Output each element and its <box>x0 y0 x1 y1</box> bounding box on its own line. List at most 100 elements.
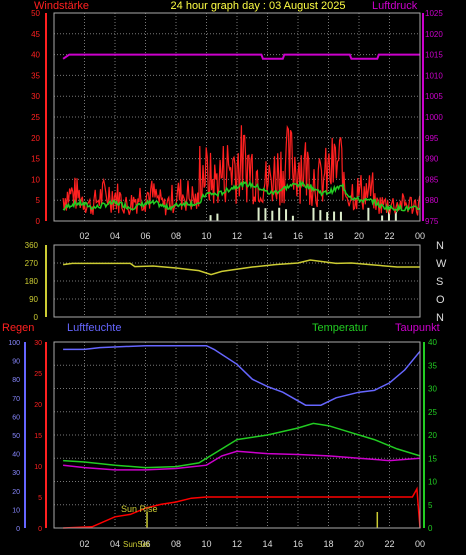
calm-wind-bar <box>333 211 336 221</box>
humidity-axis-tick: 30 <box>12 470 20 477</box>
wind-axis-tick: 0 <box>36 217 41 226</box>
pressure-axis-tick: 985 <box>425 175 439 184</box>
x-tick-label: 04 <box>110 539 120 549</box>
luftdruck-label: Luftdruck <box>372 0 418 12</box>
rain-axis-tick: 30 <box>34 340 42 347</box>
x-tick-label: 06 <box>140 539 150 549</box>
direction-panel-frame <box>53 244 421 318</box>
calm-wind-bar <box>367 207 370 221</box>
x-tick-label: 16 <box>293 539 303 549</box>
x-tick-label: 08 <box>171 231 181 241</box>
rain-axis-tick: 15 <box>34 433 42 440</box>
chart-title: 24 hour graph day : 03 August 2025 <box>171 0 346 12</box>
x-tick-label: 18 <box>323 231 333 241</box>
compass-label: O <box>436 294 445 306</box>
temperatur-label: Temperatur <box>312 322 368 334</box>
x-tick-label: 18 <box>323 539 333 549</box>
calm-wind-bar <box>209 215 212 221</box>
calm-wind-bar <box>271 210 274 221</box>
x-tick-label: 04 <box>110 231 120 241</box>
temperature-line <box>63 422 421 469</box>
sunset-label: SunSet <box>123 540 150 549</box>
calm-wind-bar <box>339 211 342 221</box>
x-tick-label: 12 <box>232 539 242 549</box>
calm-wind-bar <box>278 207 281 221</box>
pressure-axis-tick: 995 <box>425 134 439 143</box>
direction-axis-tick: 270 <box>25 259 39 268</box>
calm-wind-bar <box>285 209 288 221</box>
pressure-axis-tick: 1025 <box>425 9 443 18</box>
x-tick-label: 16 <box>293 231 303 241</box>
dewpoint-line <box>63 450 421 471</box>
x-tick-label: 10 <box>201 231 211 241</box>
humidity-axis-tick: 80 <box>12 377 20 384</box>
x-tick-label: 10 <box>201 539 211 549</box>
temperature-axis-tick: 20 <box>428 431 437 440</box>
humidity-axis-tick: 90 <box>12 359 20 366</box>
wind-axis-tick: 45 <box>31 30 40 39</box>
temperature-axis-tick: 5 <box>428 501 433 510</box>
direction-axis-tick: 360 <box>25 241 39 250</box>
calm-wind-bar <box>264 208 267 221</box>
pressure-axis-tick: 980 <box>425 196 439 205</box>
calm-wind-bar <box>291 215 294 221</box>
compass-label: N <box>436 312 444 324</box>
calm-wind-bar <box>216 213 219 221</box>
windstaerke-label: Windstärke <box>34 0 89 12</box>
temperature-axis-tick: 35 <box>428 361 437 370</box>
pressure-series-line <box>62 53 420 60</box>
calm-wind-bar <box>394 211 397 221</box>
humidity-axis-tick: 10 <box>12 507 20 514</box>
calm-wind-bar <box>326 212 329 221</box>
x-tick-label: 02 <box>79 231 89 241</box>
direction-axis-tick: 90 <box>29 295 38 304</box>
wind-axis-tick: 40 <box>31 51 40 60</box>
pressure-axis-tick: 975 <box>425 217 439 226</box>
wind-gust-trace <box>62 124 421 216</box>
x-tick-label: 00 <box>415 231 425 241</box>
wind-axis-tick: 5 <box>36 196 41 205</box>
compass-label: N <box>436 240 444 252</box>
wind-axis-tick: 25 <box>31 113 40 122</box>
rain-axis-tick: 25 <box>34 371 42 378</box>
x-tick-label: 22 <box>384 539 394 549</box>
wind-axis-tick: 10 <box>31 175 40 184</box>
taupunkt-label: Taupunkt <box>395 322 440 334</box>
temperature-axis-tick: 40 <box>428 338 437 347</box>
humidity-axis-tick: 100 <box>8 340 20 347</box>
rain-line <box>63 486 421 529</box>
calm-wind-bar <box>387 208 390 221</box>
pressure-axis-tick: 990 <box>425 155 439 164</box>
pressure-axis-tick: 1000 <box>425 113 443 122</box>
pressure-axis-tick: 1015 <box>425 51 443 60</box>
temperature-axis-tick: 15 <box>428 454 437 463</box>
rain-axis-tick: 5 <box>38 495 42 502</box>
humidity-axis-tick: 40 <box>12 452 20 459</box>
x-tick-label: 22 <box>384 231 394 241</box>
calm-wind-bar <box>312 207 315 221</box>
x-tick-label: 02 <box>79 539 89 549</box>
temperature-axis-tick: 25 <box>428 408 437 417</box>
x-tick-label: 06 <box>140 231 150 241</box>
x-tick-label: 08 <box>171 539 181 549</box>
humidity-axis-tick: 0 <box>16 526 20 533</box>
x-tick-label: 00 <box>415 539 425 549</box>
x-tick-label: 14 <box>262 539 272 549</box>
sunrise-label: Sun Rise <box>121 504 158 514</box>
humidity-panel-frame <box>53 341 421 529</box>
wind-axis-tick: 20 <box>31 134 40 143</box>
wind-average-trace <box>62 179 421 213</box>
wind-direction-line <box>63 259 420 276</box>
regen-label: Regen <box>2 322 34 334</box>
wind-axis-tick: 50 <box>31 9 40 18</box>
direction-axis-tick: 180 <box>25 277 39 286</box>
compass-label: W <box>436 258 447 270</box>
rain-axis-tick: 0 <box>38 526 42 533</box>
temperature-axis-tick: 30 <box>428 385 437 394</box>
x-tick-label: 20 <box>354 231 364 241</box>
calm-wind-bar <box>319 210 322 221</box>
direction-axis-tick: 0 <box>34 313 39 322</box>
humidity-line <box>63 344 421 406</box>
